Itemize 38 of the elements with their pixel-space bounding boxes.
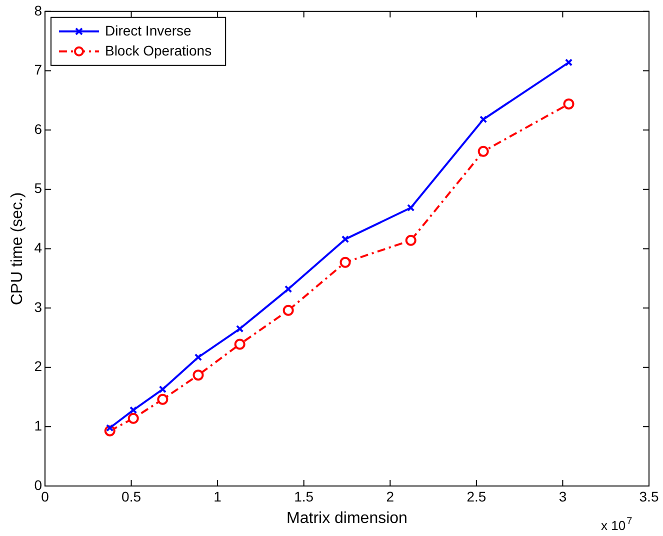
point — [284, 285, 292, 293]
point — [341, 235, 350, 244]
x-tick-label: 2.5 — [466, 488, 486, 504]
point — [130, 406, 138, 414]
y-tick-label: 3 — [34, 298, 42, 315]
y-tick-label: 7 — [34, 62, 42, 78]
x-tick-label: 2 — [386, 488, 394, 504]
x-tick-label: 1.5 — [294, 488, 314, 504]
point — [128, 412, 139, 424]
point — [405, 234, 416, 246]
point — [158, 385, 167, 394]
point — [478, 146, 489, 157]
point — [192, 370, 204, 381]
legend-label: Block Operations — [104, 42, 212, 58]
point — [282, 304, 294, 316]
legend-label: Direct Inverse — [104, 22, 192, 38]
point — [480, 116, 488, 124]
point — [157, 394, 168, 405]
x-tick-label: 3 — [558, 488, 567, 504]
x-axis-title: Matrix dimension — [286, 510, 408, 527]
point — [407, 204, 415, 212]
point — [563, 98, 574, 110]
y-tick-label: 2 — [34, 358, 42, 374]
point — [340, 256, 351, 268]
point — [234, 338, 246, 350]
y-tick-label: 1 — [34, 418, 42, 434]
y-axis-title: CPU time (sec.) — [9, 192, 26, 306]
y-tick-label: 4 — [34, 240, 42, 256]
x-tick-label: 0.5 — [122, 488, 142, 504]
y-tick-label: 0 — [34, 476, 42, 493]
point — [194, 353, 202, 362]
x-tick-label: 3.5 — [639, 488, 659, 504]
x-tick-label: 1 — [214, 488, 222, 504]
point — [236, 324, 244, 333]
point — [564, 58, 573, 66]
y-tick-label: 8 — [34, 2, 42, 18]
y-tick-label: 5 — [34, 180, 42, 196]
y-tick-label: 6 — [34, 120, 42, 137]
